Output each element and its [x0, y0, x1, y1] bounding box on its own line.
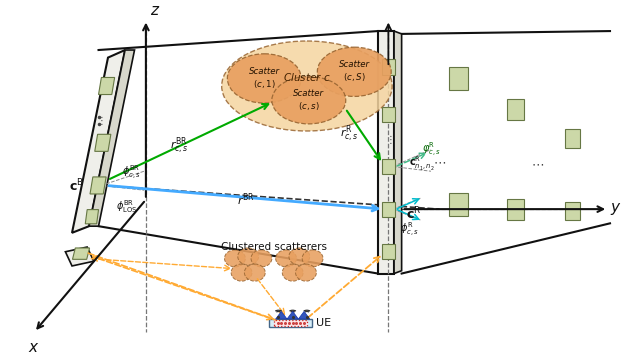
- Text: $\phi^{\rm BR}_{\rm LOS}$: $\phi^{\rm BR}_{\rm LOS}$: [115, 198, 137, 214]
- Polygon shape: [274, 320, 307, 326]
- Text: $y$: $y$: [610, 201, 621, 217]
- Text: $\mathbf{c}^{\rm R}_{n_1,n_2}$: $\mathbf{c}^{\rm R}_{n_1,n_2}$: [409, 155, 435, 173]
- Text: UE: UE: [316, 318, 332, 328]
- Ellipse shape: [251, 250, 272, 267]
- Polygon shape: [507, 199, 524, 219]
- Text: $\vdots$: $\vdots$: [96, 113, 103, 127]
- Text: . . .: . . .: [300, 70, 318, 79]
- Ellipse shape: [276, 250, 297, 267]
- Text: $\vdots$: $\vdots$: [385, 134, 392, 146]
- Polygon shape: [98, 77, 115, 95]
- Text: $r^{\rm BR}$: $r^{\rm BR}$: [236, 192, 254, 208]
- Text: $z$: $z$: [150, 3, 160, 18]
- Text: $\cdots$: $\cdots$: [531, 157, 543, 170]
- Ellipse shape: [231, 264, 252, 281]
- Ellipse shape: [228, 54, 301, 103]
- Ellipse shape: [272, 77, 346, 124]
- Ellipse shape: [302, 250, 323, 267]
- Polygon shape: [269, 319, 312, 326]
- Polygon shape: [449, 67, 468, 90]
- Polygon shape: [507, 99, 524, 120]
- Text: $\phi^{\rm BR}_{c,s}$: $\phi^{\rm BR}_{c,s}$: [122, 164, 141, 182]
- Text: $x$: $x$: [27, 340, 39, 355]
- Polygon shape: [72, 50, 125, 233]
- Polygon shape: [299, 311, 310, 319]
- Polygon shape: [382, 244, 394, 259]
- Polygon shape: [382, 159, 394, 174]
- Polygon shape: [378, 31, 394, 274]
- Ellipse shape: [295, 264, 316, 281]
- Ellipse shape: [238, 248, 259, 265]
- Text: Scatter
$(c, S)$: Scatter $(c, S)$: [339, 61, 370, 83]
- Ellipse shape: [289, 248, 310, 265]
- Polygon shape: [89, 50, 134, 226]
- Ellipse shape: [318, 47, 391, 96]
- Ellipse shape: [224, 250, 245, 267]
- Text: Clustered scatterers: Clustered scatterers: [221, 242, 327, 252]
- Text: $\varphi^{\rm R}_{c,s}$: $\varphi^{\rm R}_{c,s}$: [422, 141, 441, 159]
- Text: $\mathbf{c}^{\rm R}$: $\mathbf{c}^{\rm R}$: [406, 205, 422, 222]
- Text: $r^{\rm R}_{c,s}$: $r^{\rm R}_{c,s}$: [340, 123, 359, 144]
- Polygon shape: [564, 202, 579, 221]
- Polygon shape: [90, 177, 106, 194]
- Polygon shape: [287, 311, 299, 319]
- Polygon shape: [382, 59, 394, 74]
- Polygon shape: [382, 202, 394, 217]
- Polygon shape: [449, 193, 468, 216]
- Text: $\phi^{\rm R}_{c,s}$: $\phi^{\rm R}_{c,s}$: [399, 221, 419, 239]
- Polygon shape: [276, 311, 287, 319]
- Polygon shape: [65, 247, 94, 266]
- Text: $\mathbf{c}^{\rm B}$: $\mathbf{c}^{\rm B}$: [70, 178, 84, 195]
- Text: Scatter
$(c, 1)$: Scatter $(c, 1)$: [249, 67, 280, 90]
- Text: Cluster $c$: Cluster $c$: [283, 71, 331, 83]
- Text: $r^{\rm BR}_{c,s}$: $r^{\rm BR}_{c,s}$: [170, 135, 188, 156]
- Text: Scatter
$(c, s)$: Scatter $(c, s)$: [294, 89, 325, 112]
- Polygon shape: [394, 31, 401, 274]
- Text: $\cdots$: $\cdots$: [433, 155, 446, 168]
- Ellipse shape: [282, 264, 303, 281]
- Polygon shape: [72, 248, 89, 259]
- Ellipse shape: [222, 41, 392, 131]
- Polygon shape: [382, 107, 394, 122]
- Polygon shape: [94, 134, 111, 151]
- Polygon shape: [86, 209, 98, 224]
- Ellipse shape: [244, 264, 265, 281]
- Polygon shape: [564, 129, 579, 147]
